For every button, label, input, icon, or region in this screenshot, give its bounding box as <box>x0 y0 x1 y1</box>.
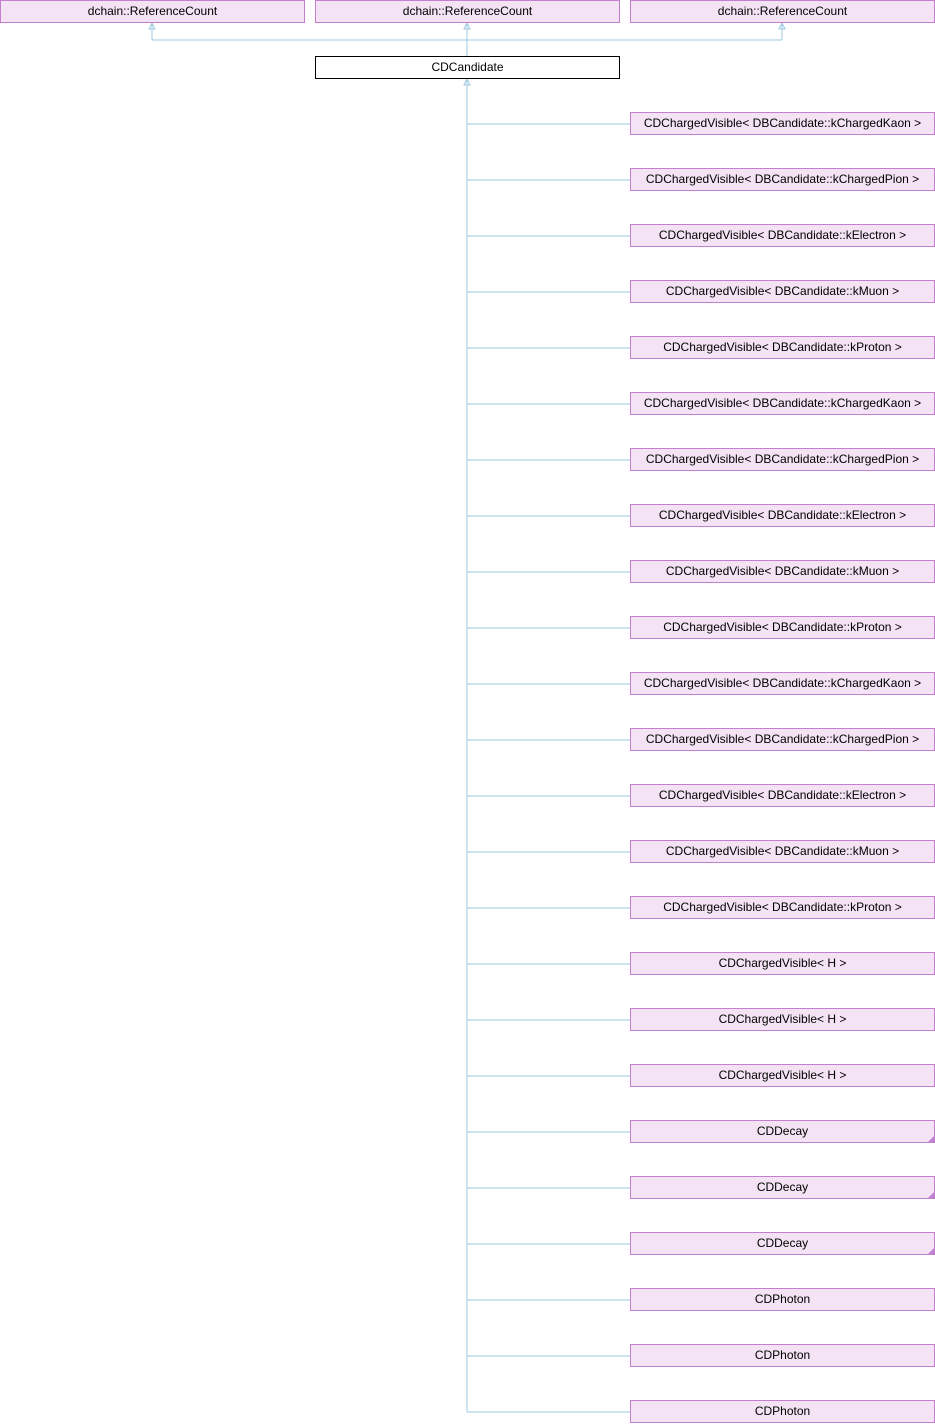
truncated-marker-icon <box>928 1248 934 1254</box>
inheritance-arrowhead <box>463 21 471 30</box>
derived-class-node[interactable]: CDChargedVisible< DBCandidate::kMuon > <box>630 840 935 863</box>
derived-class-node-label: CDChargedVisible< H > <box>718 1012 847 1026</box>
derived-class-node[interactable]: CDChargedVisible< DBCandidate::kElectron… <box>630 224 935 247</box>
derived-class-node[interactable]: CDPhoton <box>630 1400 935 1423</box>
derived-class-node-label: CDChargedVisible< DBCandidate::kElectron… <box>658 508 907 522</box>
derived-class-node-label: CDChargedVisible< DBCandidate::kMuon > <box>665 284 900 298</box>
derived-class-node-label: CDChargedVisible< DBCandidate::kProton > <box>663 900 902 914</box>
derived-class-node-label: CDChargedVisible< H > <box>718 956 847 970</box>
inheritance-arrowhead <box>778 21 786 30</box>
derived-class-node-label: CDPhoton <box>754 1292 811 1306</box>
base-class-node[interactable]: dchain::ReferenceCount <box>630 0 935 23</box>
derived-class-node-label: CDChargedVisible< DBCandidate::kChargedP… <box>645 172 920 186</box>
derived-class-node-label: CDChargedVisible< DBCandidate::kElectron… <box>658 228 907 242</box>
derived-class-node-label: CDPhoton <box>754 1348 811 1362</box>
derived-class-node[interactable]: CDPhoton <box>630 1344 935 1367</box>
derived-class-node-label: CDDecay <box>756 1124 809 1138</box>
derived-class-node[interactable]: CDChargedVisible< DBCandidate::kChargedK… <box>630 112 935 135</box>
derived-class-node[interactable]: CDDecay <box>630 1232 935 1255</box>
truncated-marker-icon <box>928 1136 934 1142</box>
derived-class-node[interactable]: CDChargedVisible< H > <box>630 1064 935 1087</box>
derived-class-node-label: CDChargedVisible< DBCandidate::kProton > <box>663 620 902 634</box>
derived-class-node[interactable]: CDChargedVisible< DBCandidate::kProton > <box>630 616 935 639</box>
truncated-marker-icon <box>928 1192 934 1198</box>
derived-class-node[interactable]: CDChargedVisible< DBCandidate::kChargedP… <box>630 168 935 191</box>
derived-class-node-label: CDChargedVisible< DBCandidate::kChargedK… <box>643 396 922 410</box>
derived-class-node-label: CDChargedVisible< DBCandidate::kChargedK… <box>643 116 922 130</box>
derived-class-node[interactable]: CDChargedVisible< H > <box>630 952 935 975</box>
derived-class-node[interactable]: CDChargedVisible< DBCandidate::kElectron… <box>630 784 935 807</box>
derived-class-node[interactable]: CDChargedVisible< DBCandidate::kProton > <box>630 896 935 919</box>
derived-class-node-label: CDChargedVisible< DBCandidate::kChargedP… <box>645 732 920 746</box>
derived-class-node-label: CDDecay <box>756 1236 809 1250</box>
current-class-node-label: CDCandidate <box>431 60 504 74</box>
derived-class-node[interactable]: CDChargedVisible< DBCandidate::kChargedK… <box>630 392 935 415</box>
base-class-node[interactable]: dchain::ReferenceCount <box>315 0 620 23</box>
base-class-node-label: dchain::ReferenceCount <box>87 4 218 18</box>
derived-class-node[interactable]: CDDecay <box>630 1176 935 1199</box>
derived-class-node-label: CDChargedVisible< DBCandidate::kMuon > <box>665 844 900 858</box>
inheritance-arrowhead <box>148 21 156 30</box>
base-class-node-label: dchain::ReferenceCount <box>402 4 533 18</box>
derived-class-node[interactable]: CDChargedVisible< H > <box>630 1008 935 1031</box>
derived-class-node[interactable]: CDChargedVisible< DBCandidate::kElectron… <box>630 504 935 527</box>
derived-class-node[interactable]: CDChargedVisible< DBCandidate::kMuon > <box>630 280 935 303</box>
derived-class-node-label: CDChargedVisible< DBCandidate::kProton > <box>663 340 902 354</box>
derived-class-node-label: CDChargedVisible< DBCandidate::kChargedP… <box>645 452 920 466</box>
derived-class-node[interactable]: CDDecay <box>630 1120 935 1143</box>
derived-class-node[interactable]: CDChargedVisible< DBCandidate::kChargedK… <box>630 672 935 695</box>
base-class-node-label: dchain::ReferenceCount <box>717 4 848 18</box>
current-class-node[interactable]: CDCandidate <box>315 56 620 79</box>
derived-class-node[interactable]: CDChargedVisible< DBCandidate::kChargedP… <box>630 728 935 751</box>
derived-class-node[interactable]: CDPhoton <box>630 1288 935 1311</box>
inheritance-arrowhead <box>463 77 471 86</box>
base-class-node[interactable]: dchain::ReferenceCount <box>0 0 305 23</box>
derived-class-node[interactable]: CDChargedVisible< DBCandidate::kProton > <box>630 336 935 359</box>
derived-class-node[interactable]: CDChargedVisible< DBCandidate::kMuon > <box>630 560 935 583</box>
derived-class-node-label: CDChargedVisible< DBCandidate::kMuon > <box>665 564 900 578</box>
derived-class-node-label: CDChargedVisible< DBCandidate::kChargedK… <box>643 676 922 690</box>
derived-class-node-label: CDPhoton <box>754 1404 811 1418</box>
derived-class-node-label: CDChargedVisible< H > <box>718 1068 847 1082</box>
derived-class-node[interactable]: CDChargedVisible< DBCandidate::kChargedP… <box>630 448 935 471</box>
derived-class-node-label: CDDecay <box>756 1180 809 1194</box>
derived-class-node-label: CDChargedVisible< DBCandidate::kElectron… <box>658 788 907 802</box>
